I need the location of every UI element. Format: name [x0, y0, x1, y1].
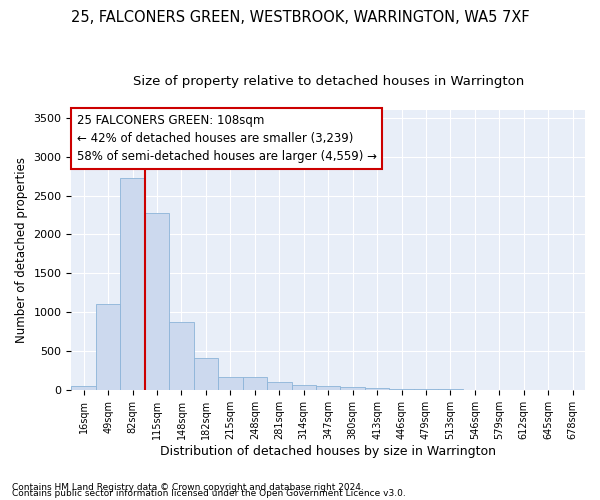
Bar	[169, 322, 194, 390]
Bar	[121, 178, 145, 390]
X-axis label: Distribution of detached houses by size in Warrington: Distribution of detached houses by size …	[160, 444, 496, 458]
Y-axis label: Number of detached properties: Number of detached properties	[15, 157, 28, 343]
Text: Contains public sector information licensed under the Open Government Licence v3: Contains public sector information licen…	[12, 490, 406, 498]
Bar	[365, 388, 389, 390]
Bar	[267, 382, 292, 390]
Bar	[194, 358, 218, 390]
Bar	[316, 386, 340, 390]
Text: Contains HM Land Registry data © Crown copyright and database right 2024.: Contains HM Land Registry data © Crown c…	[12, 484, 364, 492]
Bar	[340, 387, 365, 390]
Bar	[292, 385, 316, 390]
Bar	[218, 376, 242, 390]
Bar	[242, 377, 267, 390]
Text: 25, FALCONERS GREEN, WESTBROOK, WARRINGTON, WA5 7XF: 25, FALCONERS GREEN, WESTBROOK, WARRINGT…	[71, 10, 529, 25]
Bar	[414, 389, 438, 390]
Bar	[71, 386, 96, 390]
Bar	[145, 212, 169, 390]
Title: Size of property relative to detached houses in Warrington: Size of property relative to detached ho…	[133, 75, 524, 88]
Bar	[96, 304, 121, 390]
Text: 25 FALCONERS GREEN: 108sqm
← 42% of detached houses are smaller (3,239)
58% of s: 25 FALCONERS GREEN: 108sqm ← 42% of deta…	[77, 114, 377, 163]
Bar	[389, 388, 414, 390]
